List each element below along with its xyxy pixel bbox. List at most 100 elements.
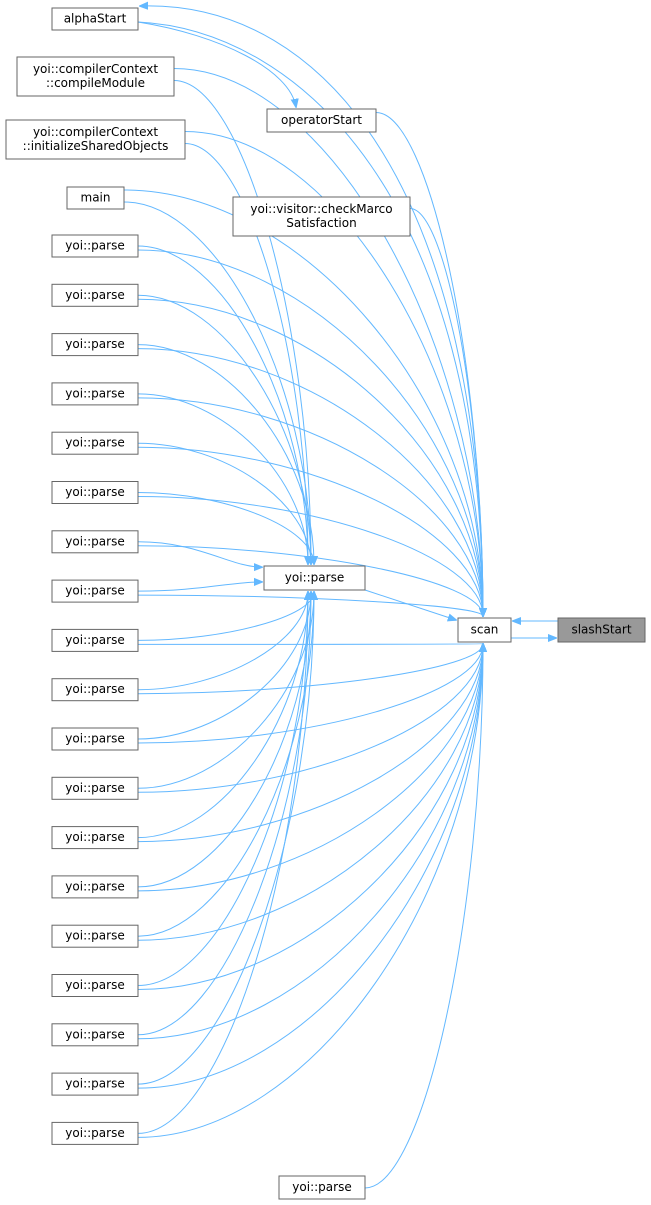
node-box [51,924,139,948]
node-label: scan [471,623,499,637]
node-box [51,826,139,850]
node-box [278,1175,366,1200]
edge-arrow [137,644,483,990]
node-box [51,727,139,751]
edge-arrow [137,592,314,641]
edge-arrow [137,592,311,1036]
node-box [263,565,366,591]
node-label: yoi::parse [65,1077,124,1091]
edge-arrow [137,344,314,564]
nodes: alphaStartyoi::compilerContext::compileM… [5,7,646,1200]
edge-arrow [137,245,308,564]
edge-arrow [364,589,456,620]
edge-arrow [137,393,308,564]
node-label: slashStart [571,623,631,637]
node-box [51,1072,139,1096]
node-box [51,382,139,406]
edge-arrow [137,644,483,793]
node-box [66,186,125,210]
edge-arrow [173,68,483,617]
edge-arrow [137,644,483,695]
edge-arrow [137,592,308,839]
edge-arrow [137,492,314,565]
edge-arrow [137,446,483,616]
edge-arrow [173,80,311,565]
edge-arrow [137,592,314,1085]
node-label: operatorStart [281,113,362,127]
edge-arrow [137,644,483,941]
node-box [51,431,139,455]
edge-arrow [184,131,483,617]
node-box [51,1023,139,1047]
edge-arrow [137,592,311,740]
node-label: yoi::parse [65,781,124,795]
node-box [51,678,139,702]
edge-arrow [123,201,311,564]
node-label: yoi::parse [65,584,124,598]
edge-arrow [137,249,483,616]
edge-arrow [137,644,483,892]
edge-arrow [137,294,311,564]
node-label: yoi::parse [65,978,124,992]
edge-arrow [137,348,483,616]
edge-arrow [137,592,308,691]
node-label: yoi::parse [65,682,124,696]
edge-arrow [137,592,308,1134]
edge-arrow [137,644,483,843]
node-label: yoi::parse [65,879,124,893]
edge-arrow [137,21,296,107]
edge-arrow [137,397,483,616]
node-box [51,481,139,504]
edge-arrow [137,644,483,744]
edge-arrow [137,592,308,986]
node-box [51,1121,139,1145]
node-label: yoi::parse [65,1027,124,1041]
node-label: main [81,191,111,205]
node-label: yoi::compilerContext [33,125,158,139]
node-label: yoi::parse [65,534,124,548]
node-box [232,196,411,237]
node-box [51,283,139,307]
node-label: yoi::parse [65,337,124,351]
node-box [16,56,175,97]
edge-arrow [123,189,483,616]
node-label: yoi::parse [65,633,124,647]
edge-arrow [137,582,262,592]
node-box [266,108,377,133]
node-box [51,776,139,800]
node-label: ::compileModule [46,76,145,90]
node-box [557,617,646,643]
node-label: yoi::parse [65,386,124,400]
node-box [5,119,186,160]
node-label: yoi::compilerContext [33,62,158,76]
node-label: yoi::parse [65,239,124,253]
node-label: yoi::parse [65,1126,124,1140]
node-box [51,628,139,652]
node-box [51,579,139,603]
node-label: yoi::parse [65,732,124,746]
node-label: yoi::parse [285,571,344,585]
node-label: alphaStart [64,12,127,26]
node-box [51,234,139,258]
edges [123,6,558,1189]
edge-arrow [137,644,483,1089]
node-label: yoi::parse [65,485,124,499]
node-label: yoi::parse [65,929,124,943]
node-label: Satisfaction [286,216,356,230]
node-box [51,333,139,357]
edge-arrow [137,644,483,1040]
edge-arrow [140,6,484,617]
edge-arrow [137,298,483,616]
node-label: yoi::parse [65,436,124,450]
node-box [457,617,512,643]
edge-arrow [137,594,483,616]
node-label: yoi::parse [65,288,124,302]
edge-arrow [137,592,314,937]
node-label: yoi::visitor::checkMarco [250,202,392,216]
edge-arrow [137,541,262,567]
edge-arrow [364,644,483,1189]
node-box [51,974,139,997]
edge-arrow [137,644,483,1138]
edge-arrow [137,442,311,564]
